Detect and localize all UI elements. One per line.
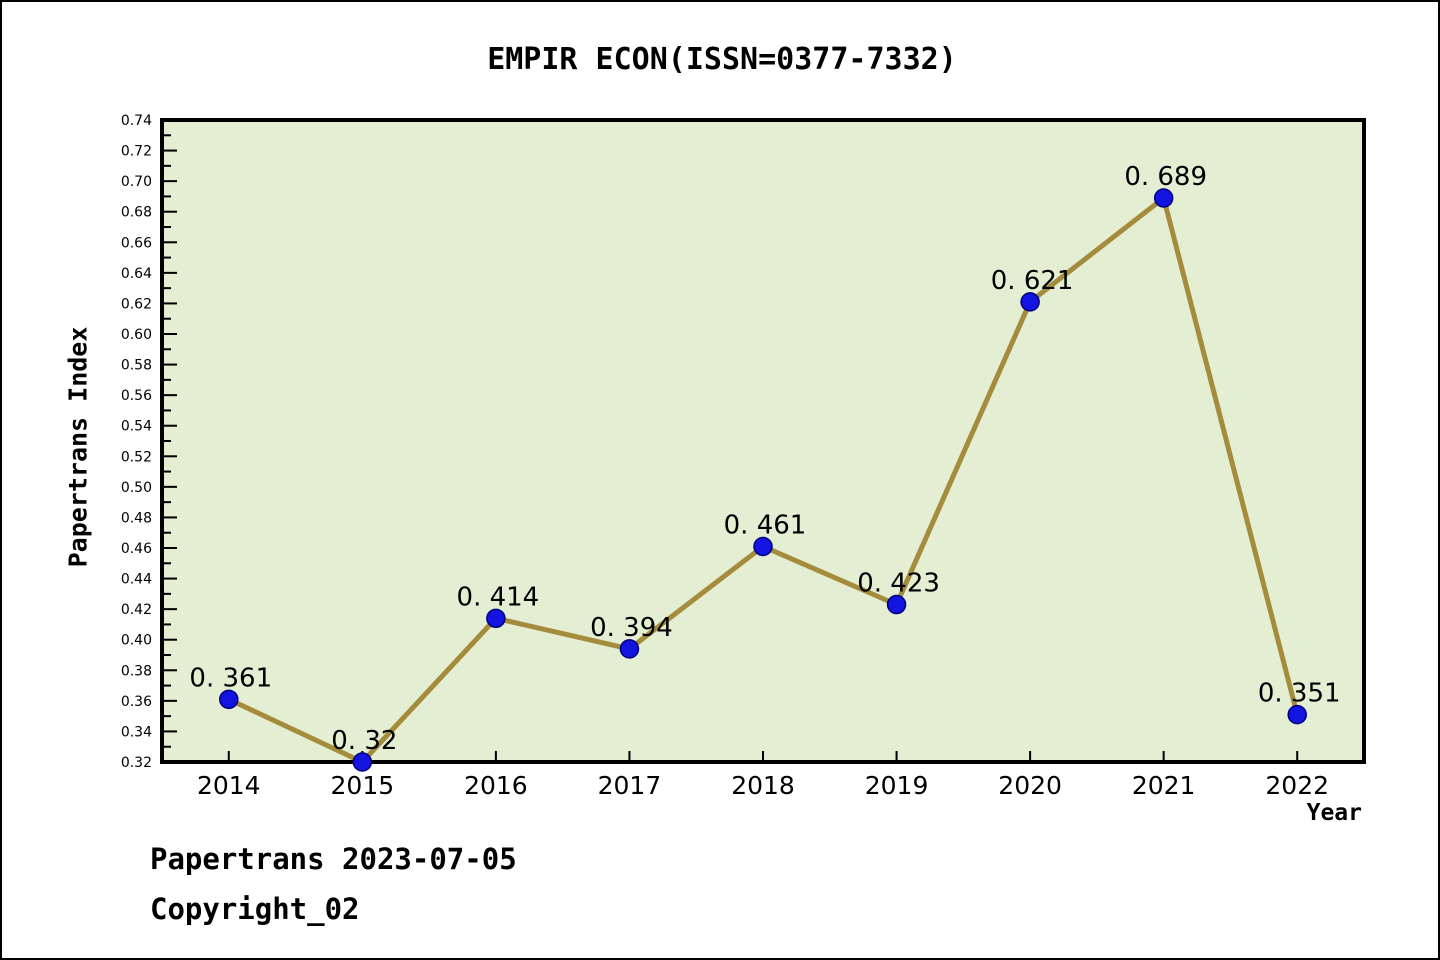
data-point-label: 0. 689 (1124, 162, 1207, 192)
y-tick-label: 0.54 (121, 419, 152, 435)
y-tick-label: 0.70 (121, 174, 152, 190)
plot-border (160, 118, 1366, 764)
y-tick-label: 0.42 (121, 602, 152, 618)
plot-area (162, 120, 1364, 762)
y-tick-label: 0.72 (121, 144, 152, 160)
y-tick-label: 0.44 (121, 572, 152, 588)
y-tick-label: 0.40 (121, 633, 152, 649)
x-tick-label: 2017 (598, 771, 662, 800)
y-tick-label: 0.74 (121, 113, 152, 129)
x-tick-label: 2015 (331, 771, 395, 800)
data-point-label: 0. 461 (724, 510, 807, 540)
y-tick-label: 0.38 (121, 663, 152, 679)
y-tick-label: 0.56 (121, 388, 152, 404)
x-tick-label: 2016 (464, 771, 528, 800)
y-tick-label: 0.62 (121, 296, 152, 312)
data-point (753, 536, 773, 557)
x-tick-label: 2019 (865, 771, 929, 800)
x-tick-label: 2014 (197, 771, 261, 800)
y-tick-label: 0.50 (121, 480, 152, 496)
data-point-label: 0. 414 (457, 582, 540, 612)
x-tick-label: 2022 (1265, 771, 1329, 800)
y-tick-label: 0.48 (121, 510, 152, 526)
data-point (1287, 704, 1307, 725)
x-tick-label: 2021 (1132, 771, 1196, 800)
data-point (619, 639, 640, 659)
chart-title: EMPIR ECON(ISSN=0377-7332) (487, 42, 957, 77)
y-tick-label: 0.66 (121, 235, 152, 251)
data-point (219, 689, 239, 710)
y-tick-label: 0.32 (121, 755, 152, 771)
y-tick-label: 0.68 (121, 205, 152, 221)
data-point-label: 0. 621 (991, 266, 1074, 296)
footer-copyright: Copyright_02 (150, 892, 360, 926)
data-point-label: 0. 361 (189, 663, 272, 693)
x-axis-label: Year (1306, 800, 1362, 826)
x-tick-label: 2020 (998, 771, 1062, 800)
data-point-label: 0. 32 (331, 726, 397, 756)
y-tick-label: 0.52 (121, 449, 152, 465)
x-tick-label: 2018 (731, 771, 795, 800)
data-point-label: 0. 351 (1258, 679, 1341, 709)
footer-date: Papertrans 2023-07-05 (150, 842, 517, 876)
y-tick-label: 0.46 (121, 541, 152, 557)
y-tick-label: 0.34 (121, 724, 152, 740)
data-point-label: 0. 394 (590, 613, 673, 643)
data-point (1153, 188, 1174, 208)
y-tick-label: 0.64 (121, 266, 152, 282)
data-point (1020, 292, 1040, 312)
data-point-label: 0. 423 (857, 569, 940, 599)
y-tick-label: 0.58 (121, 358, 152, 374)
data-point (886, 594, 907, 615)
y-tick-label: 0.36 (121, 694, 152, 710)
data-point (352, 752, 373, 772)
y-tick-label: 0.60 (121, 327, 152, 343)
data-point (486, 608, 506, 629)
